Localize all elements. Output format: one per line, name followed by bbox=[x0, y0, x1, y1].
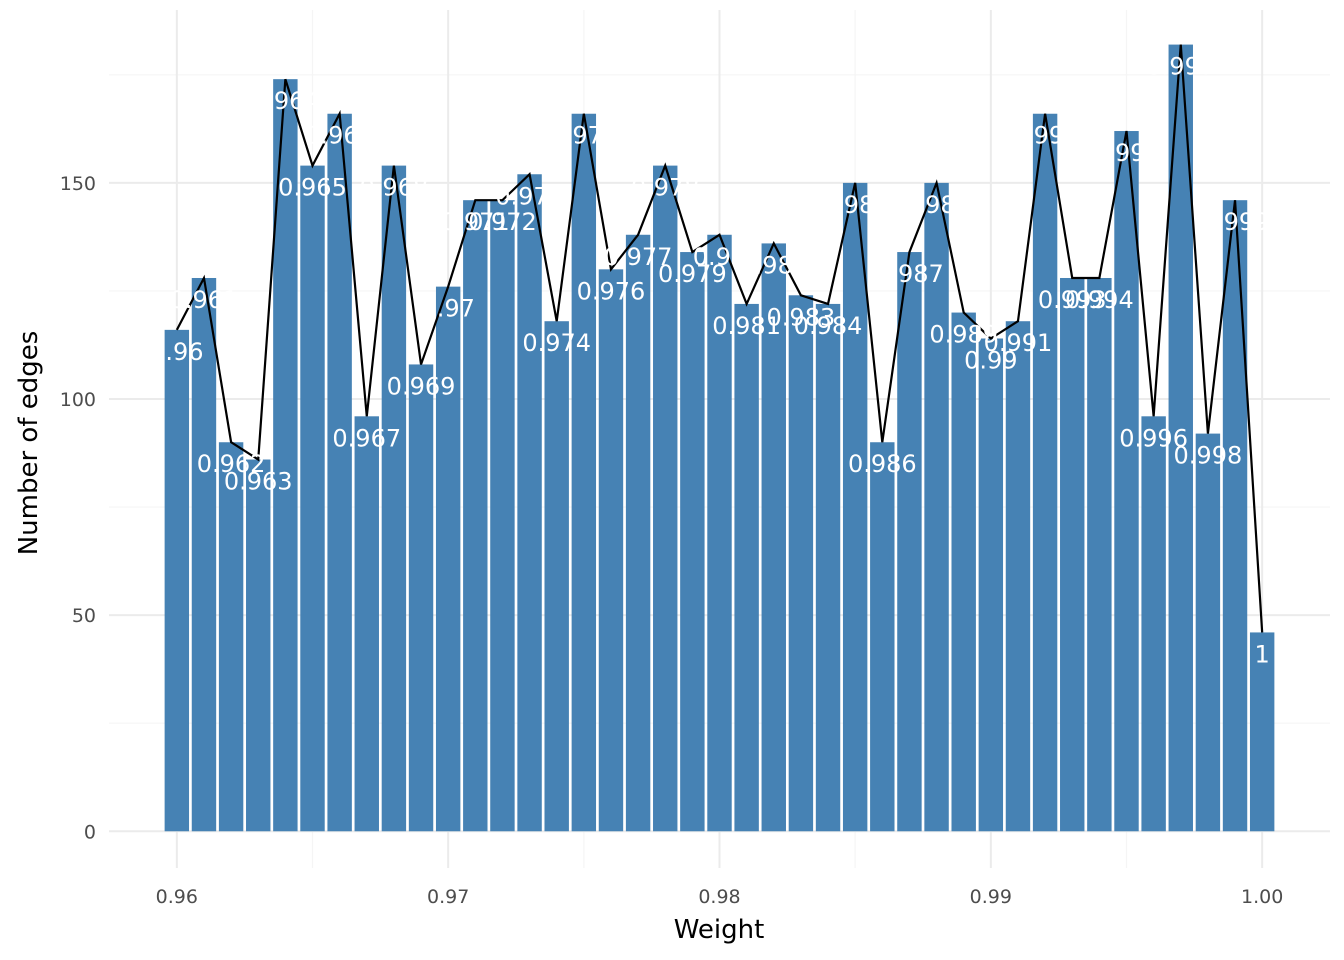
x-axis-title: Weight bbox=[674, 915, 765, 945]
bar bbox=[626, 235, 650, 831]
bar-value-label: 0.976 bbox=[577, 277, 646, 305]
bar bbox=[789, 295, 813, 831]
bar bbox=[816, 304, 840, 831]
bar bbox=[599, 269, 623, 831]
bar bbox=[517, 174, 541, 831]
bar bbox=[246, 460, 270, 832]
bar bbox=[409, 364, 433, 831]
bar bbox=[219, 442, 243, 831]
bar-value-label: 0.974 bbox=[522, 329, 591, 357]
bar-value-label: 0.975 bbox=[549, 122, 618, 150]
y-tick-label: 100 bbox=[60, 389, 96, 411]
bar-value-label: 0.991 bbox=[984, 329, 1053, 357]
y-tick-label: 0 bbox=[84, 821, 96, 843]
bar-value-label: 0.988 bbox=[902, 191, 971, 219]
bar-value-label: 0.997 bbox=[1146, 53, 1215, 81]
bar bbox=[897, 252, 921, 831]
bar-value-label: 0.972 bbox=[468, 208, 537, 236]
bar-value-label: 0.961 bbox=[170, 286, 239, 314]
x-tick-label: 0.99 bbox=[970, 886, 1012, 908]
bar-value-label: 0.986 bbox=[848, 450, 917, 478]
bar-value-label: 0.96 bbox=[150, 338, 203, 366]
bar bbox=[1060, 278, 1084, 831]
bar bbox=[680, 252, 704, 831]
bar bbox=[1223, 200, 1247, 831]
bar-value-label: 0.995 bbox=[1092, 139, 1161, 167]
bar bbox=[1141, 416, 1165, 831]
bar-value-label: 0.98 bbox=[693, 243, 746, 271]
bar-value-label: 0.982 bbox=[739, 251, 808, 279]
bar-value-label: 0.97 bbox=[421, 295, 474, 323]
bar bbox=[165, 330, 189, 831]
y-tick-label: 50 bbox=[72, 605, 96, 627]
bar bbox=[951, 313, 975, 832]
bar bbox=[1114, 131, 1138, 831]
x-tick-label: 0.96 bbox=[156, 886, 198, 908]
bar-value-label: 0.964 bbox=[251, 87, 320, 115]
bar bbox=[544, 321, 568, 831]
bar-value-label: 0.992 bbox=[1011, 122, 1080, 150]
bar-value-label: 0.967 bbox=[332, 424, 401, 452]
bar bbox=[843, 183, 867, 831]
bar bbox=[355, 416, 379, 831]
bar bbox=[436, 287, 460, 832]
bar bbox=[490, 200, 514, 831]
bar bbox=[734, 304, 758, 831]
bar-value-label: 0.969 bbox=[387, 372, 456, 400]
y-tick-label: 150 bbox=[60, 173, 96, 195]
bar bbox=[1196, 434, 1220, 832]
bar bbox=[1006, 321, 1030, 831]
bar-value-label: 0.998 bbox=[1174, 442, 1243, 470]
bar bbox=[1087, 278, 1111, 831]
bar-value-label: 1 bbox=[1255, 640, 1270, 668]
bar-value-label: 0.994 bbox=[1065, 286, 1134, 314]
bar-value-label: 0.965 bbox=[278, 174, 347, 202]
bar bbox=[979, 339, 1003, 832]
bar bbox=[1033, 114, 1057, 832]
bar-value-label: 0.984 bbox=[794, 312, 863, 340]
bar bbox=[870, 442, 894, 831]
x-tick-label: 1.00 bbox=[1241, 886, 1283, 908]
bar bbox=[572, 114, 596, 832]
bar-value-label: 0.968 bbox=[360, 174, 429, 202]
bar bbox=[382, 166, 406, 832]
bar-value-label: 0.987 bbox=[875, 260, 944, 288]
bar bbox=[300, 166, 324, 832]
bar-value-label: 0.966 bbox=[305, 122, 374, 150]
bar-value-label: 0.978 bbox=[631, 174, 700, 202]
bar-value-label: 0.973 bbox=[495, 182, 564, 210]
bar-value-label: 0.963 bbox=[224, 468, 293, 496]
x-tick-label: 0.98 bbox=[698, 886, 740, 908]
bar-value-label: 0.999 bbox=[1201, 208, 1270, 236]
x-tick-label: 0.97 bbox=[427, 886, 469, 908]
y-axis-title: Number of edges bbox=[14, 331, 44, 556]
bar-value-label: 0.985 bbox=[821, 191, 890, 219]
